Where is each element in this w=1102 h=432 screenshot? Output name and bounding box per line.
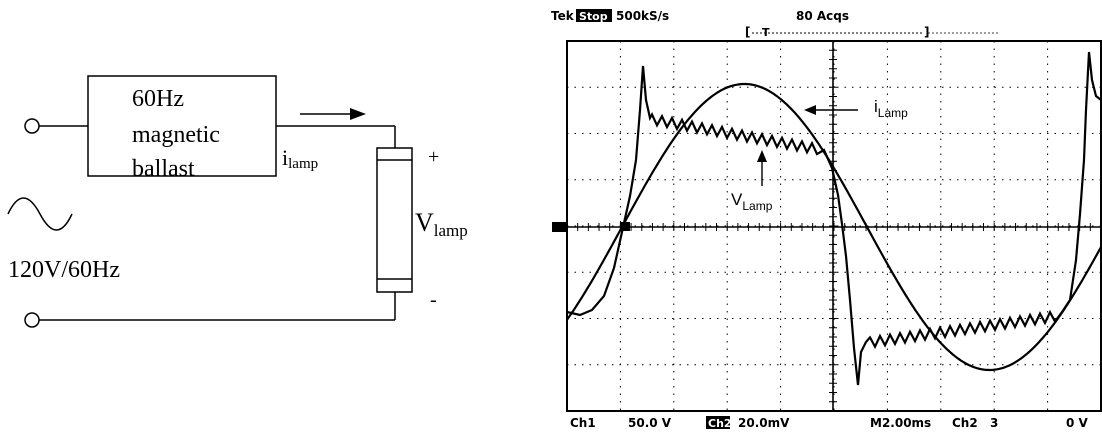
trigger-point-marker	[620, 222, 630, 231]
svg-text:]: ]	[924, 25, 929, 39]
current-annotation: iLamp	[874, 97, 908, 120]
current-arrow	[300, 108, 366, 120]
trigger-level: 0 V	[1066, 416, 1089, 430]
current-annotation-arrow	[804, 105, 858, 115]
ch1-scale: 50.0 V	[628, 416, 672, 430]
ballast-box	[87, 75, 277, 177]
scope-sample-rate: 500kS/s	[616, 9, 669, 23]
ch1-label: Ch1	[570, 416, 596, 430]
trigger-source: Ch2	[952, 416, 978, 430]
current-annotation-main: i	[874, 97, 878, 116]
timebase: M2.00ms	[870, 416, 931, 430]
voltage-label: Vlamp	[415, 208, 468, 240]
voltage-annotation: VLamp	[731, 190, 773, 213]
svg-text:[: [	[745, 25, 750, 39]
ac-source-sine-icon	[7, 197, 73, 231]
oscilloscope-screen: Tek Stop 500kS/s 80 Acqs [ ] T iLamp	[551, 9, 1102, 430]
ballast-label-3: ballast	[132, 156, 195, 182]
current-waveform	[566, 82, 1102, 372]
ch2-label-badge	[706, 416, 730, 429]
voltage-annotation-main: V	[731, 190, 743, 209]
voltage-waveform	[566, 51, 1102, 386]
voltage-label-main: V	[415, 208, 434, 237]
voltage-annotation-arrow	[757, 150, 767, 186]
scope-mode: Stop	[579, 10, 608, 23]
source-label: 120V/60Hz	[8, 257, 120, 283]
ballast-label-1: 60Hz	[132, 86, 184, 112]
scope-mode-badge	[576, 9, 612, 22]
current-label: ilamp	[282, 145, 318, 172]
ballast-label-2: magnetic	[132, 122, 220, 148]
trigger-slope-icon: 3	[990, 416, 998, 430]
current-annotation-sub: Lamp	[878, 106, 908, 120]
ch2-scale: 20.0mV	[738, 416, 790, 430]
minus-sign: -	[430, 289, 437, 311]
trigger-marker: T	[762, 26, 770, 39]
current-label-sub: lamp	[288, 156, 318, 172]
bottom-terminal	[24, 312, 40, 328]
voltage-annotation-sub: Lamp	[742, 199, 772, 213]
top-terminal	[24, 118, 40, 134]
channel-ground-marker	[552, 222, 566, 232]
scope-brand: Tek	[551, 9, 575, 23]
lamp-tube	[376, 147, 413, 293]
circuit-schematic: 60Hz magnetic ballast ilamp + - Vlamp 12…	[7, 75, 468, 328]
current-label-main: i	[282, 145, 288, 170]
ch2-label: Ch2	[708, 417, 732, 430]
voltage-label-sub: lamp	[434, 221, 468, 240]
graticule-grid	[567, 41, 1101, 411]
trigger-position-bar: [ ]	[745, 25, 1000, 39]
scope-acquisitions: 80 Acqs	[796, 9, 849, 23]
plus-sign: +	[428, 146, 439, 168]
